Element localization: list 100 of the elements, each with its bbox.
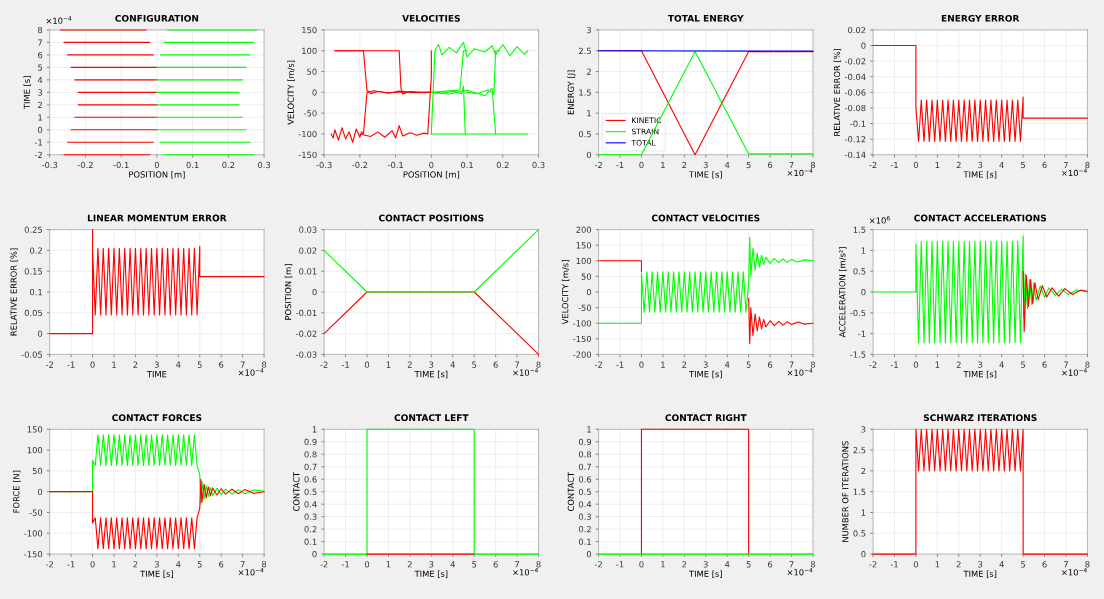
x-axis-title: TIME [s] xyxy=(140,570,173,578)
x-tick-label: 0 xyxy=(913,361,919,368)
y-tick-label: 0 xyxy=(37,488,43,495)
x-tick-label: 3 xyxy=(703,561,708,568)
y-tick-label: -1.5 xyxy=(850,351,866,358)
x-tick-label: 4 xyxy=(999,161,1004,169)
y-tick-label: 0.5 xyxy=(578,130,591,138)
x-axis-title: POSITION [m] xyxy=(403,171,460,179)
chart-title: SCHWARZ ITERATIONS xyxy=(923,414,1037,422)
x-tick-label: 3 xyxy=(429,361,434,368)
x-tick-label: -0.1 xyxy=(387,161,403,169)
chart-title: CONTACT POSITIONS xyxy=(378,214,484,222)
x-tick-label: 3 xyxy=(978,561,983,568)
x-tick-label: -1 xyxy=(890,561,898,568)
y-tick-label: 0.3 xyxy=(304,513,317,520)
x-tick-label: -1 xyxy=(341,561,349,568)
y-tick-label: -100 xyxy=(298,130,317,138)
x-tick-label: 5 xyxy=(1021,361,1026,368)
y-tick-label: 0 xyxy=(37,330,43,337)
text: ×10$^{−4}$ xyxy=(1062,168,1087,177)
text: ×10$^{−4}$ xyxy=(787,168,813,177)
x-tick-label: 0 xyxy=(364,361,370,368)
y-tick-label: 0.5 xyxy=(578,488,591,495)
y-tick-label: 0.7 xyxy=(304,463,317,471)
x-tick-label: -2 xyxy=(869,561,877,568)
chart-title: ENERGY ERROR xyxy=(941,14,1020,22)
x-tick-label: 5 xyxy=(1021,161,1026,169)
y-tick-label: 0.01 xyxy=(299,268,317,275)
x-tick-label: -2 xyxy=(45,561,53,568)
x-tick-label: -1 xyxy=(341,361,349,368)
y-tick-label: 0.05 xyxy=(24,309,43,317)
x-tick-label: -2 xyxy=(594,561,602,568)
x-tick-label: 6 xyxy=(768,361,773,368)
text: ×10$^{−4}$ xyxy=(1062,368,1087,376)
chart-title: LINEAR MOMENTUM ERROR xyxy=(87,214,227,222)
y-tick-label: 0 xyxy=(861,288,866,296)
y-axis-title: RELATIVE ERROR [%] xyxy=(833,48,842,136)
x-tick-label: 6 xyxy=(768,561,773,568)
x-axis-title: TIME [s] xyxy=(414,370,448,379)
text: ×10$^{−4}$ xyxy=(238,567,264,576)
y-tick-label: -1 xyxy=(34,139,42,146)
x-tick-label: -2 xyxy=(869,361,877,368)
x-tick-label: -0.1 xyxy=(113,161,129,169)
y-tick-label: 2.5 xyxy=(853,447,866,454)
text: ×10$^{−4}$ xyxy=(238,368,264,376)
y-tick-label: 0.02 xyxy=(848,26,866,34)
y-tick-label: -0.02 xyxy=(296,330,317,337)
x-tick-label: 1 xyxy=(935,361,940,368)
x-tick-label: 7 xyxy=(789,161,794,169)
x-tick-label: 1 xyxy=(935,561,940,568)
x-tick-label: 4 xyxy=(724,161,730,169)
x-tick-label: 5 xyxy=(746,161,751,169)
x-tick-label: -0.2 xyxy=(77,161,93,169)
x-axis-title: TIME xyxy=(146,371,167,378)
x-tick-label: 3 xyxy=(703,361,708,368)
x-tick-label: 0.3 xyxy=(258,161,271,169)
y-tick-label: 0 xyxy=(861,42,866,49)
y-tick-label: 0.9 xyxy=(578,438,592,446)
y-axis-title: CONTACT xyxy=(567,471,574,511)
y-tick-label: 0.5 xyxy=(853,530,866,537)
y-tick-label: 150 xyxy=(302,26,317,34)
y-tick-label: -0.12 xyxy=(844,136,866,143)
y-tick-label: 0.8 xyxy=(304,451,317,458)
y-tick-label: 6 xyxy=(38,51,43,59)
chart-title: CONTACT FORCES xyxy=(112,414,202,422)
x-tick-label: 8 xyxy=(536,561,541,568)
y-tick-label: 0 xyxy=(312,89,317,96)
x-tick-label: 2 xyxy=(956,361,961,368)
x-tick-label: 4 xyxy=(724,361,730,368)
y-tick-label: 1 xyxy=(587,110,591,117)
text: ×10$^{−4}$ xyxy=(513,567,538,576)
x-tick-label: 1 xyxy=(112,361,116,368)
y-axis-title: FORCE [N] xyxy=(12,470,21,513)
x-tick-label: 4 xyxy=(999,561,1004,568)
y-tick-label: -0.08 xyxy=(844,104,866,112)
y-axis-title: TIME [s] xyxy=(23,76,32,110)
y-tick-label: -150 xyxy=(298,151,317,159)
x-tick-label: 7 xyxy=(515,361,520,368)
x-tick-label: 8 xyxy=(810,561,816,568)
y-tick-label: -0.05 xyxy=(21,351,43,358)
y-tick-label: 100 xyxy=(302,47,317,55)
text: ×10$^{−4}$ xyxy=(513,368,538,376)
x-tick-label: 5 xyxy=(197,561,202,568)
y-tick-label: 1 xyxy=(861,509,866,516)
y-tick-label: 0 xyxy=(586,551,592,558)
y-tick-label: 0.3 xyxy=(578,513,591,520)
y-tick-label: 0.03 xyxy=(299,226,317,233)
y-axis-title: ENERGY [J] xyxy=(567,70,576,115)
y-axis-title: POSITION [m] xyxy=(284,264,293,320)
x-tick-label: -1 xyxy=(616,161,624,169)
chart-title: CONTACT RIGHT xyxy=(665,414,747,422)
x-tick-label: -2 xyxy=(869,161,877,169)
y-tick-label: 0 xyxy=(586,151,592,159)
y-tick-label: 0 xyxy=(312,288,317,296)
x-tick-label: -1 xyxy=(616,561,624,568)
x-tick-label: 3 xyxy=(154,361,159,368)
x-tick-label: 7 xyxy=(240,561,245,568)
y-tick-label: -1 xyxy=(858,330,866,337)
x-axis-title: TIME [s] xyxy=(963,570,997,578)
x-tick-label: 0.1 xyxy=(460,161,473,169)
